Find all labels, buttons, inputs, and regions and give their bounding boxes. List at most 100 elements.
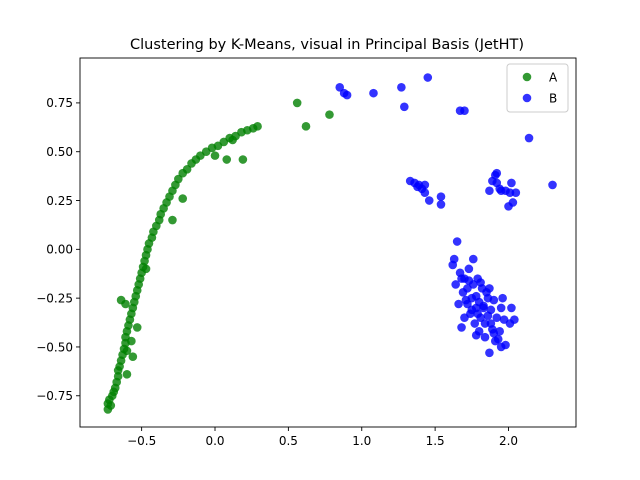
point-B-18 [436,200,446,209]
y-axis: −0.75 −0.50 −0.25 0.00 0.25 0.50 0.75 [36,96,80,403]
point-B-78 [461,295,471,305]
point-A-72 [292,98,302,108]
x-tick-label: 0.5 [279,434,298,448]
y-tick-label: 0.50 [46,145,73,159]
point-B-91 [490,336,500,346]
point-B-81 [495,327,504,336]
point-B-73 [492,313,502,322]
legend: AB [506,63,569,113]
y-tick-label: −0.75 [36,389,73,403]
y-tick-label: 0.75 [46,96,73,110]
point-A-73 [301,122,311,131]
point-B-83 [457,274,466,283]
point-B-30 [548,180,557,190]
x-tick-label: 1.5 [426,434,445,448]
y-tick-label: −0.25 [36,291,73,305]
x-tick-label: 0.0 [205,434,224,448]
point-B-54 [457,323,466,332]
point-B-67 [454,299,463,309]
point-B-74 [483,293,493,303]
point-B-82 [451,280,460,289]
x-axis: −0.5 0.0 0.5 1.0 1.5 2.0 [127,427,518,448]
point-B-66 [480,332,490,342]
point-B-49 [485,348,494,358]
point-A-70 [210,151,220,160]
axes-frame [79,57,577,428]
point-B-84 [464,276,474,285]
legend-label-A: A [549,70,558,84]
point-A-63 [178,194,188,203]
y-tick-label: −0.50 [36,340,73,354]
point-B-0 [335,82,345,92]
point-B-75 [471,291,481,301]
point-B-68 [458,287,468,297]
chart-title: Clustering by K-Means, visual in Princip… [130,37,524,53]
point-A-65 [238,155,248,164]
point-B-90 [471,330,481,340]
point-B-80 [488,325,497,334]
series-A [103,98,334,414]
legend-marker-A [522,72,532,82]
point-A-60 [122,369,132,379]
point-B-72 [486,305,496,315]
point-B-87 [498,293,507,303]
point-B-2 [342,90,352,100]
point-B-15 [413,182,422,192]
point-A-67 [132,323,142,332]
plot-area [79,57,577,428]
point-A-61 [141,264,151,274]
legend-marker-B [522,93,532,103]
point-B-19 [420,188,430,198]
legend-box [506,63,569,113]
point-A-42 [174,174,183,184]
y-tick-label: 0.25 [46,194,73,208]
point-B-56 [468,254,478,264]
point-B-76 [479,301,488,311]
point-A-57 [253,122,262,131]
point-B-35 [452,237,462,246]
point-A-44 [182,164,192,174]
point-A-69 [127,336,136,346]
point-B-86 [485,284,494,293]
point-B-16 [424,196,434,205]
point-A-66 [128,352,138,362]
point-A-74 [325,110,334,119]
point-B-31 [485,186,494,196]
point-B-79 [473,309,482,319]
x-tick-label: 2.0 [499,434,518,448]
point-B-85 [476,278,485,287]
point-B-9 [524,133,534,143]
point-A-59 [121,299,130,309]
x-tick-label: −0.5 [127,434,156,448]
point-B-14 [420,180,430,190]
point-B-33 [495,184,504,194]
point-A-64 [222,155,232,164]
point-B-27 [511,188,521,198]
point-A-68 [122,346,132,356]
point-B-52 [510,315,519,324]
point-B-17 [436,192,446,201]
point-B-50 [501,340,510,350]
point-A-71 [228,135,237,145]
legend-label-B: B [549,91,557,105]
point-B-32 [490,170,500,180]
point-B-88 [507,303,516,313]
point-B-5 [400,102,409,112]
point-B-63 [496,303,506,313]
x-tick-label: 1.0 [352,434,371,448]
point-B-64 [499,315,509,324]
point-B-61 [470,319,480,328]
point-B-8 [460,106,469,116]
y-tick-label: 0.00 [46,243,73,257]
point-B-6 [423,73,433,82]
point-B-55 [464,264,474,274]
point-B-89 [480,319,490,328]
point-B-26 [507,178,516,188]
point-A-62 [168,215,177,225]
point-B-4 [397,82,406,92]
point-B-29 [508,198,518,207]
series-B [335,73,557,358]
point-B-3 [369,88,378,98]
